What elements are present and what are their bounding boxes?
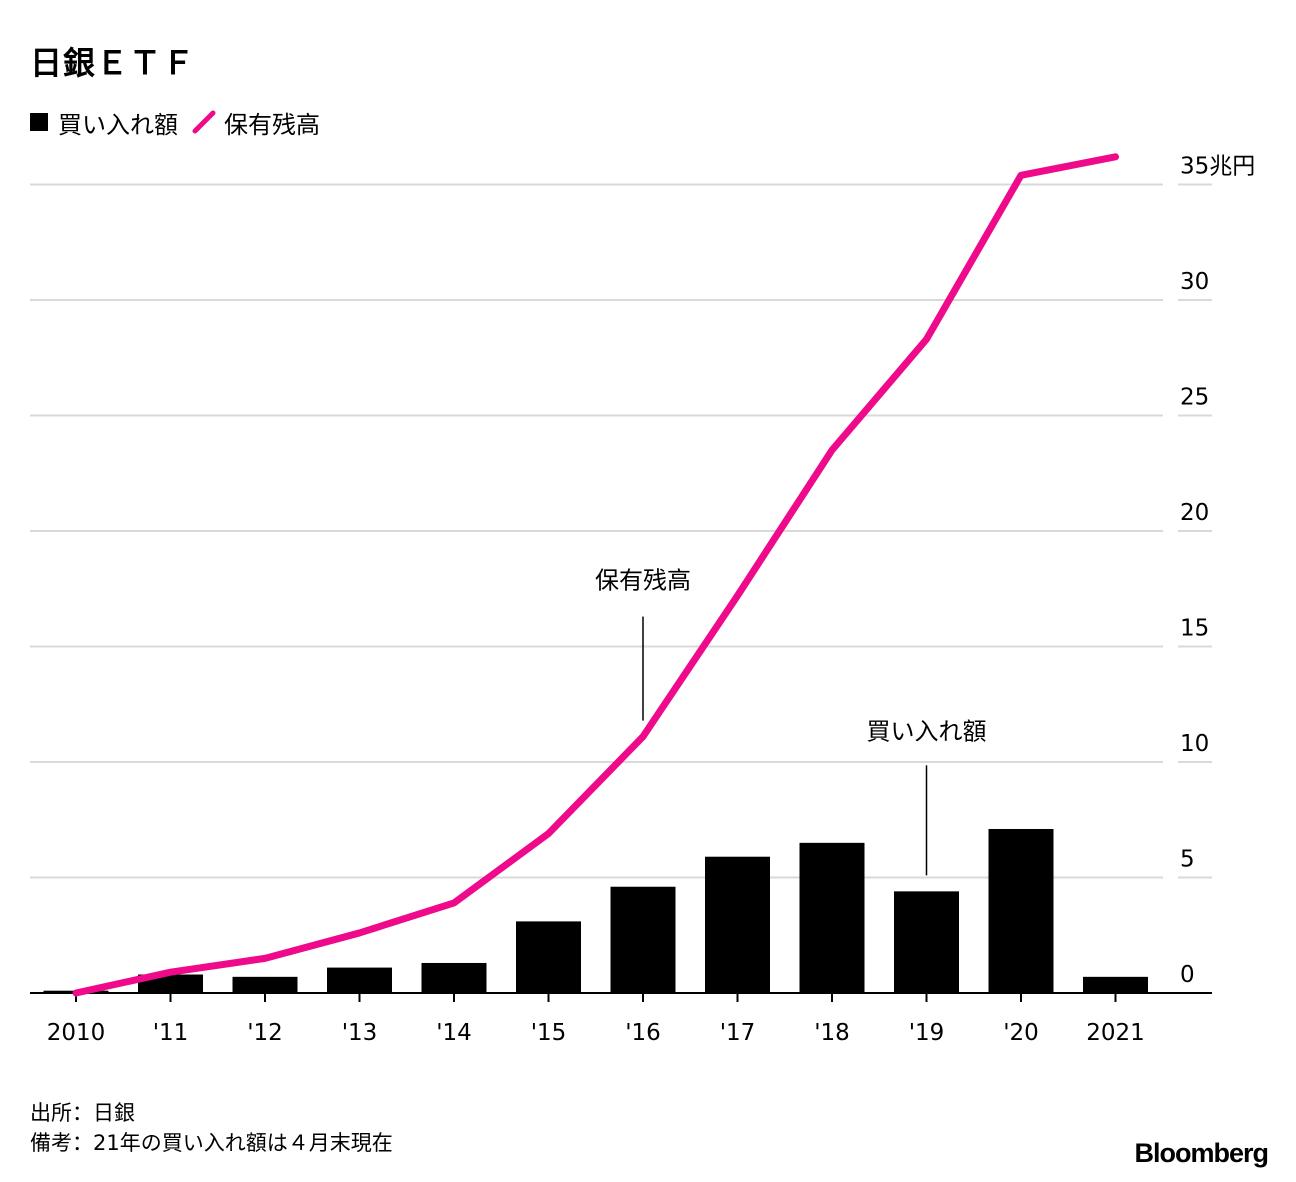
legend-item-line: 保有残高 — [192, 105, 320, 140]
y-tick-label: 20 — [1180, 500, 1209, 526]
bar — [232, 976, 298, 993]
source-note: 出所：日銀 — [30, 1101, 135, 1125]
bar — [799, 842, 865, 993]
legend-line-swatch — [192, 110, 216, 134]
x-tick-label: '14 — [436, 1020, 472, 1046]
x-tick-label: '16 — [625, 1020, 661, 1046]
y-tick-label: 10 — [1180, 731, 1209, 757]
annotation-purchases-label: 買い入れ額 — [867, 717, 987, 745]
bar — [988, 828, 1054, 993]
bar — [327, 967, 392, 993]
x-tick-label: '18 — [814, 1020, 850, 1046]
legend-line-label: 保有残高 — [224, 110, 320, 139]
x-tick-label: '17 — [720, 1020, 756, 1046]
x-tick-label: '11 — [153, 1020, 189, 1046]
chart-title: 日銀ＥＴＦ — [30, 44, 196, 82]
x-tick-label: '13 — [342, 1020, 378, 1046]
bar — [705, 856, 770, 993]
x-tick-label: '19 — [909, 1020, 945, 1046]
x-tick-label: '15 — [531, 1020, 567, 1046]
bar — [894, 891, 959, 993]
y-tick-label: 30 — [1180, 269, 1209, 295]
bar — [1083, 976, 1148, 993]
legend-bars-label: 買い入れ額 — [58, 110, 178, 139]
remarks-note: 備考：21年の買い入れ額は４月末現在 — [30, 1131, 393, 1155]
legend: 買い入れ額 保有残高 — [30, 104, 334, 140]
legend-bar-swatch — [30, 113, 48, 131]
bar — [610, 886, 676, 993]
y-tick-label: 0 — [1180, 962, 1195, 988]
legend-item-bars: 買い入れ額 — [30, 105, 178, 140]
bloomberg-logo: Bloomberg — [1134, 1138, 1269, 1168]
x-tick-label: 2021 — [1086, 1020, 1145, 1046]
y-tick-label: 5 — [1180, 847, 1195, 873]
bar — [516, 921, 581, 993]
x-tick-label: '12 — [247, 1020, 283, 1046]
y-tick-label: 35兆円 — [1180, 154, 1255, 180]
chart-area: 0 5 10 15 20 25 30 35兆円 2010 '11 '12 '13 '14 '15 '16 '1… — [30, 153, 1255, 1046]
bar — [421, 962, 487, 993]
annotation-holdings-label: 保有残高 — [595, 567, 691, 595]
x-tick-label: '20 — [1003, 1020, 1039, 1046]
y-tick-label: 15 — [1180, 616, 1209, 642]
holdings-line — [72, 153, 1119, 997]
x-tick-label: 2010 — [47, 1020, 106, 1046]
y-tick-label: 25 — [1180, 385, 1209, 411]
